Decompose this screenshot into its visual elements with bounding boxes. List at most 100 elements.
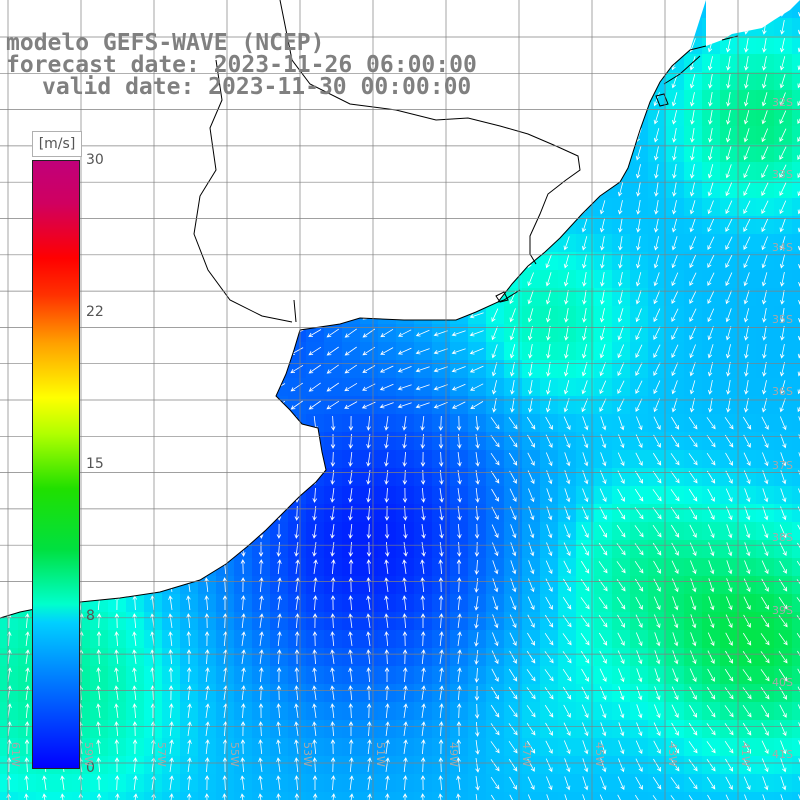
model-title: modelo GEFS-WAVE (NCEP) <box>6 30 325 56</box>
wind-speed-cell <box>792 0 800 19</box>
south-america-land <box>0 0 706 618</box>
wind-arrow <box>187 757 192 772</box>
wind-arrow <box>780 740 787 755</box>
wind-arrow <box>797 704 800 710</box>
wind-arrow <box>330 542 335 557</box>
wind-arrow <box>654 614 661 629</box>
wind-arrow <box>762 362 767 377</box>
wind-speed-cell <box>792 594 800 613</box>
wind-arrow <box>526 650 536 664</box>
wind-arrow <box>114 775 120 791</box>
wind-arrow <box>779 164 787 179</box>
wind-arrow <box>599 488 607 503</box>
wind-arrow <box>451 366 466 373</box>
wind-arrow <box>653 740 661 754</box>
wind-arrow <box>312 721 317 736</box>
wind-arrow <box>492 560 499 575</box>
wind-arrow <box>726 92 731 107</box>
wind-arrow <box>582 452 589 467</box>
wind-arrow <box>635 596 643 610</box>
wind-arrow <box>24 721 30 737</box>
wind-arrow <box>169 739 174 754</box>
wind-arrow <box>509 776 517 790</box>
wind-arrow <box>205 721 210 736</box>
wind-arrow <box>528 578 535 593</box>
wind-arrow <box>582 254 587 269</box>
wind-arrow <box>330 649 335 664</box>
wind-arrow <box>438 451 444 467</box>
colorbar-tick-label: 15 <box>86 456 104 472</box>
wind-arrow <box>797 154 800 161</box>
wind-arrow <box>744 794 748 800</box>
wind-arrow <box>132 649 137 664</box>
wind-speed-cell <box>792 450 800 469</box>
wind-arrow <box>348 631 353 646</box>
wind-arrow <box>276 703 281 719</box>
wind-arrow <box>187 703 192 718</box>
wind-arrow <box>670 740 680 754</box>
wind-arrow <box>688 416 698 430</box>
wind-arrow <box>563 398 570 413</box>
wind-arrow <box>580 650 590 664</box>
wind-arrow <box>761 290 767 305</box>
wind-arrow <box>367 775 372 790</box>
wind-arrow <box>294 757 299 773</box>
wind-arrow <box>652 776 662 790</box>
wind-arrow <box>204 613 210 629</box>
wind-arrow <box>582 272 587 287</box>
wind-arrow <box>564 326 569 341</box>
wind-arrow <box>510 380 515 395</box>
wind-arrow <box>671 308 679 323</box>
wind-arrow <box>654 650 661 665</box>
wind-arrow <box>384 595 389 610</box>
wind-arrow <box>761 236 768 251</box>
wind-arrow <box>654 146 659 161</box>
wind-arrow <box>474 577 479 593</box>
wind-arrow <box>114 757 120 772</box>
wind-arrow <box>438 775 443 791</box>
wind-arrow <box>330 703 335 719</box>
wind-arrow <box>707 524 715 539</box>
wind-arrow <box>599 398 607 413</box>
wind-arrow <box>706 435 716 448</box>
wind-arrow <box>581 704 589 719</box>
wind-arrow <box>600 758 607 773</box>
wind-arrow <box>688 794 693 800</box>
wind-arrow <box>652 452 662 466</box>
wind-arrow <box>491 650 499 665</box>
wind-arrow <box>169 793 174 800</box>
wind-arrow <box>670 777 680 790</box>
wind-arrow <box>403 721 408 736</box>
wind-arrow <box>366 415 371 431</box>
wind-arrow <box>724 740 734 754</box>
wind-arrow <box>312 739 317 755</box>
wind-arrow <box>526 687 536 700</box>
wind-arrow <box>258 739 263 755</box>
wind-arrow <box>779 380 786 395</box>
wind-arrow <box>636 236 641 251</box>
wind-arrow <box>581 362 588 377</box>
wind-arrow <box>690 560 697 575</box>
wind-arrow <box>277 595 282 610</box>
wind-arrow <box>415 329 430 337</box>
wind-arrow <box>470 401 484 410</box>
wind-arrow <box>385 757 390 772</box>
wind-arrow <box>761 560 769 575</box>
wind-arrow <box>708 578 715 593</box>
wind-arrow <box>653 398 660 413</box>
wind-arrow <box>456 775 461 790</box>
wind-arrow <box>581 398 589 413</box>
wind-arrow <box>796 560 800 567</box>
wind-arrow <box>439 649 444 664</box>
wind-arrow <box>528 362 533 377</box>
wind-arrow <box>402 793 408 800</box>
wind-arrow <box>761 416 769 430</box>
wind-arrow <box>617 776 625 791</box>
wind-arrow <box>780 308 785 323</box>
wind-arrow <box>312 542 317 557</box>
wind-arrow <box>582 290 587 305</box>
wind-arrow <box>725 272 733 287</box>
wind-arrow <box>761 578 769 592</box>
